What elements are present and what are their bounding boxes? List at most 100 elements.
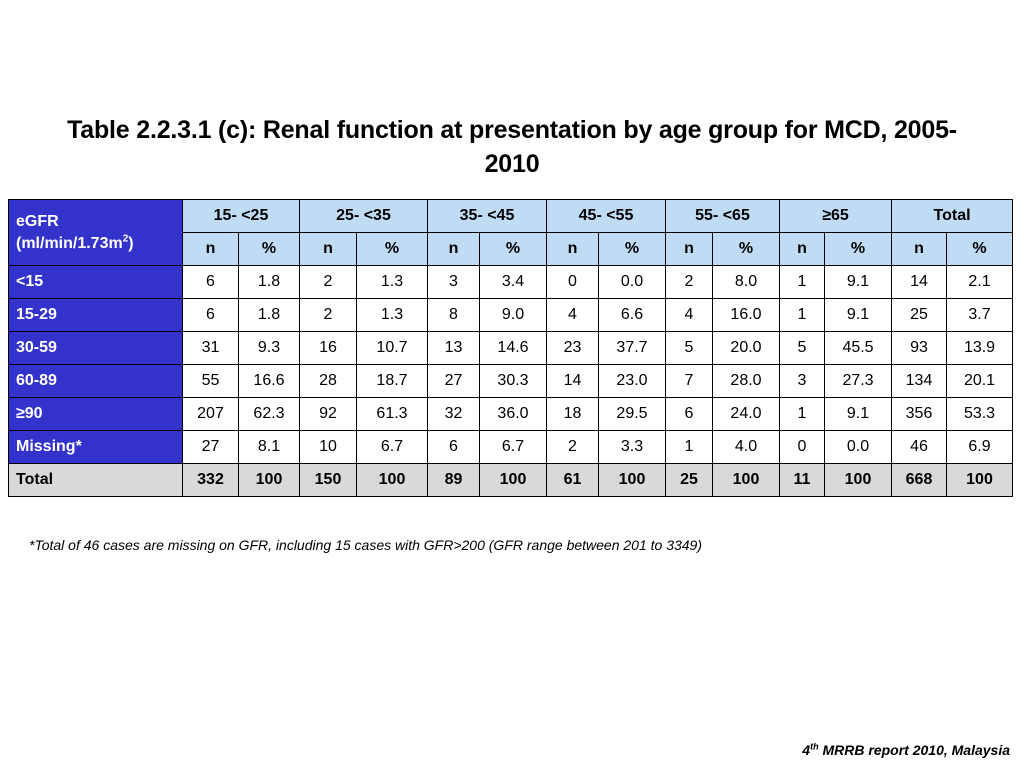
- percent-header: %: [823, 232, 893, 266]
- percent-cell: 13.9: [946, 331, 1014, 365]
- percent-cell: 3.4: [479, 265, 547, 299]
- count-cell: 1: [779, 298, 825, 332]
- count-cell: 10: [299, 430, 357, 464]
- header-sub-row: n% n% n% n% n% n% n%: [9, 232, 1014, 266]
- count-cell: 11: [779, 463, 825, 497]
- count-cell: 5: [665, 331, 713, 365]
- age-group-header: 25- <35: [299, 199, 428, 233]
- table-row: ≥90 207 62.3 92 61.3 32 36.0 18 29.5 6 24.0 1 9.1 356…: [8, 397, 1014, 431]
- count-cell: 31: [182, 331, 239, 365]
- percent-cell: 6.9: [946, 430, 1014, 464]
- row-label: Total: [8, 463, 183, 497]
- percent-cell: 1.3: [356, 265, 428, 299]
- row-label: ≥90: [8, 397, 183, 431]
- count-cell: 46: [891, 430, 948, 464]
- count-cell: 4: [546, 298, 599, 332]
- egfr-unit-end: ): [128, 234, 134, 252]
- percent-cell: 2.1: [946, 265, 1014, 299]
- count-cell: 25: [665, 463, 713, 497]
- percent-cell: 8.0: [712, 265, 780, 299]
- percent-cell: 9.3: [238, 331, 300, 365]
- count-cell: 25: [891, 298, 948, 332]
- percent-cell: 100: [823, 463, 893, 497]
- count-cell: 8: [427, 298, 480, 332]
- count-cell: 16: [299, 331, 357, 365]
- percent-cell: 6.7: [479, 430, 547, 464]
- count-cell: 0: [546, 265, 599, 299]
- percent-cell: 30.3: [479, 364, 547, 398]
- count-cell: 92: [299, 397, 357, 431]
- percent-header: %: [479, 232, 547, 266]
- percent-cell: 62.3: [238, 397, 300, 431]
- percent-cell: 28.0: [712, 364, 780, 398]
- count-cell: 1: [779, 265, 825, 299]
- percent-cell: 9.0: [479, 298, 547, 332]
- count-cell: 14: [891, 265, 948, 299]
- source-prefix: 4: [802, 742, 811, 758]
- count-cell: 5: [779, 331, 825, 365]
- percent-cell: 27.3: [823, 364, 893, 398]
- row-label: 15-29: [8, 298, 183, 332]
- percent-cell: 20.0: [712, 331, 780, 365]
- percent-cell: 9.1: [823, 298, 893, 332]
- source-credit: 4th MRRB report 2010, Malaysia: [802, 742, 1010, 758]
- egfr-label: eGFR: [16, 212, 59, 230]
- count-cell: 3: [427, 265, 480, 299]
- count-cell: 28: [299, 364, 357, 398]
- count-header: n: [299, 232, 357, 266]
- total-row: Total 332 100 150 100 89 100 61 100 25 100 11 100 668…: [8, 463, 1014, 497]
- count-cell: 6: [182, 298, 239, 332]
- percent-cell: 100: [598, 463, 666, 497]
- count-cell: 2: [299, 298, 357, 332]
- egfr-unit: (ml/min/1.73m: [16, 234, 123, 252]
- percent-header: %: [946, 232, 1014, 266]
- percent-cell: 1.8: [238, 265, 300, 299]
- percent-cell: 8.1: [238, 430, 300, 464]
- count-cell: 134: [891, 364, 948, 398]
- count-header: n: [665, 232, 713, 266]
- percent-cell: 6.6: [598, 298, 666, 332]
- count-cell: 13: [427, 331, 480, 365]
- age-group-header: Total: [891, 199, 1014, 233]
- percent-header: %: [238, 232, 300, 266]
- count-cell: 32: [427, 397, 480, 431]
- count-cell: 18: [546, 397, 599, 431]
- row-label: 60-89: [8, 364, 183, 398]
- percent-cell: 100: [238, 463, 300, 497]
- count-cell: 1: [779, 397, 825, 431]
- count-cell: 27: [182, 430, 239, 464]
- percent-cell: 16.6: [238, 364, 300, 398]
- percent-cell: 9.1: [823, 265, 893, 299]
- percent-cell: 0.0: [823, 430, 893, 464]
- count-header: n: [779, 232, 825, 266]
- percent-cell: 100: [356, 463, 428, 497]
- count-cell: 1: [665, 430, 713, 464]
- count-header: n: [546, 232, 599, 266]
- count-cell: 0: [779, 430, 825, 464]
- percent-header: %: [712, 232, 780, 266]
- count-header: n: [891, 232, 948, 266]
- table-row: <15 6 1.8 2 1.3 3 3.4 0 0.0 2 8.0 1 9.1 14 2.1: [8, 265, 1014, 299]
- count-cell: 2: [546, 430, 599, 464]
- percent-cell: 18.7: [356, 364, 428, 398]
- header-group-row: eGFR (ml/min/1.73m2) 15- <25 25- <35 35- <45…: [8, 199, 1014, 266]
- egfr-unit-sup: 2: [122, 233, 129, 245]
- age-group-header: 15- <25: [182, 199, 300, 233]
- row-label: <15: [8, 265, 183, 299]
- egfr-header: eGFR (ml/min/1.73m2): [8, 199, 183, 266]
- percent-header: %: [356, 232, 428, 266]
- table-row: 15-29 6 1.8 2 1.3 8 9.0 4 6.6 4 16.0 1 9.1 25 3.7: [8, 298, 1014, 332]
- row-label: 30-59: [8, 331, 183, 365]
- percent-header: %: [598, 232, 666, 266]
- percent-cell: 20.1: [946, 364, 1014, 398]
- count-cell: 6: [665, 397, 713, 431]
- percent-cell: 36.0: [479, 397, 547, 431]
- count-cell: 61: [546, 463, 599, 497]
- count-cell: 150: [299, 463, 357, 497]
- percent-cell: 100: [479, 463, 547, 497]
- count-cell: 6: [427, 430, 480, 464]
- footnote: *Total of 46 cases are missing on GFR, i…: [29, 537, 703, 553]
- count-cell: 93: [891, 331, 948, 365]
- percent-cell: 9.1: [823, 397, 893, 431]
- count-cell: 55: [182, 364, 239, 398]
